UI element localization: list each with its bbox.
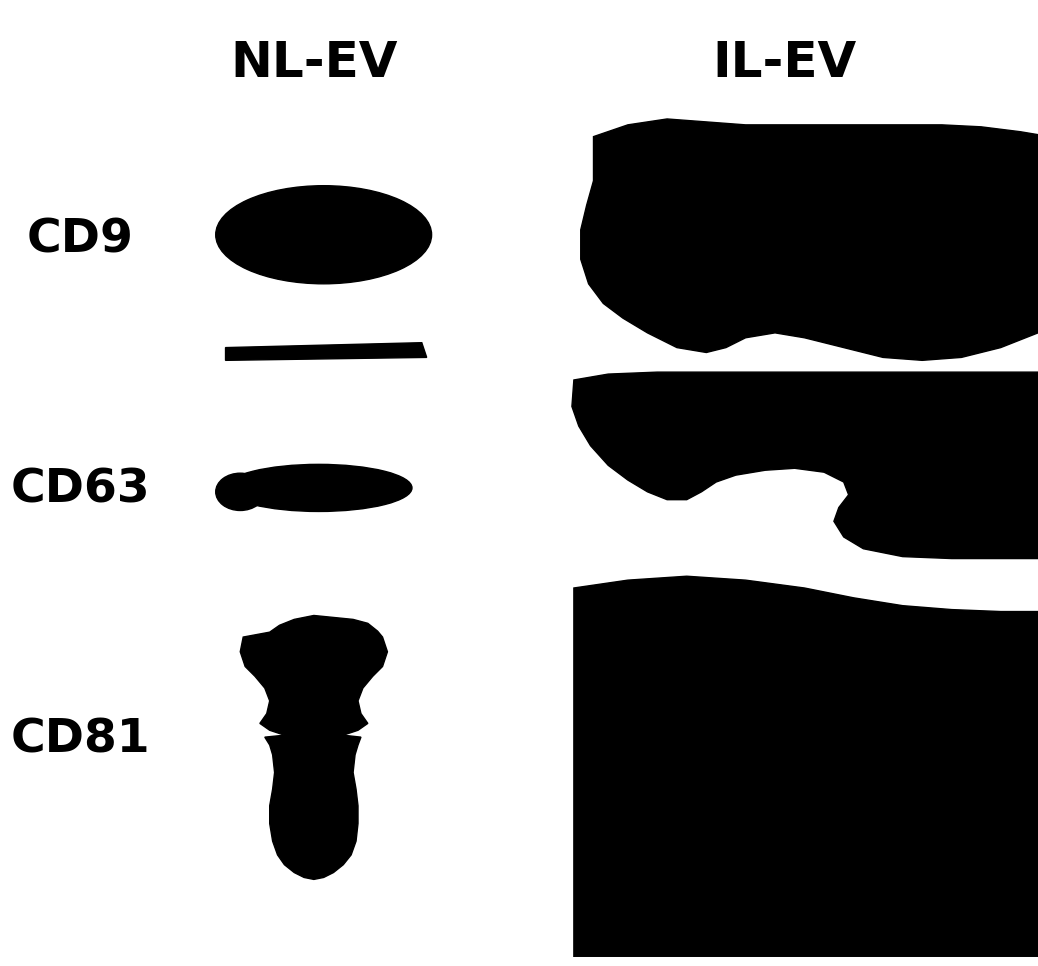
Text: CD9: CD9: [27, 217, 134, 262]
Text: IL-EV: IL-EV: [713, 39, 857, 87]
Text: NL-EV: NL-EV: [230, 39, 398, 87]
Ellipse shape: [225, 465, 412, 511]
Polygon shape: [240, 615, 387, 739]
Ellipse shape: [216, 185, 432, 284]
Polygon shape: [574, 576, 1038, 957]
Text: CD81: CD81: [10, 718, 151, 762]
Polygon shape: [265, 735, 361, 879]
Polygon shape: [580, 119, 1038, 360]
Polygon shape: [225, 343, 427, 360]
Polygon shape: [572, 372, 1038, 558]
Ellipse shape: [216, 473, 265, 510]
Text: CD63: CD63: [10, 468, 151, 512]
